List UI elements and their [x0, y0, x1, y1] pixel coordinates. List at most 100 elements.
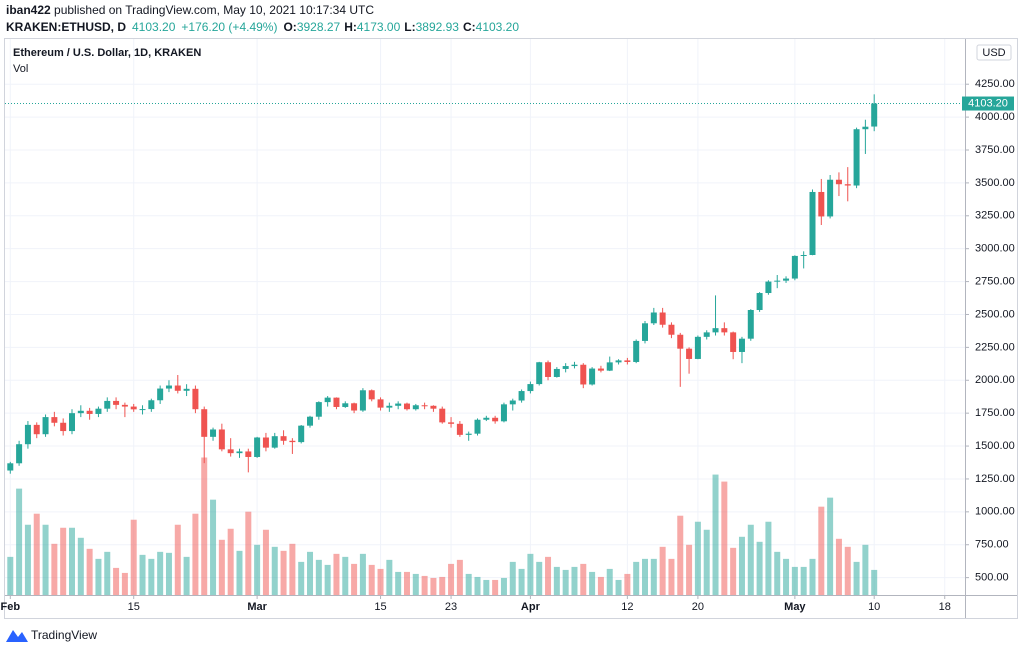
volume-bar [844, 546, 851, 595]
volume-bar [871, 569, 878, 595]
candle-body [86, 410, 93, 414]
candle-body [465, 433, 472, 435]
candle-body [553, 368, 560, 377]
volume-bar [791, 566, 798, 595]
volume-bar [130, 519, 137, 595]
volume-layer [7, 457, 878, 595]
candle-body [580, 364, 587, 385]
volume-bar [809, 558, 816, 595]
volume-bar [421, 575, 428, 595]
volume-bar [553, 566, 560, 595]
volume-bar [615, 579, 622, 595]
candle-body [703, 332, 710, 337]
volume-bar [113, 567, 120, 595]
volume-bar [69, 527, 75, 595]
ohlc-key: L: [404, 20, 415, 34]
volume-bar [403, 571, 410, 595]
volume-bar [289, 543, 296, 595]
y-tick-label: 4000.00 [975, 111, 1015, 123]
candle-body [201, 409, 208, 437]
candle-body [377, 399, 384, 408]
volume-bar [351, 563, 358, 595]
candle-body [7, 463, 14, 471]
volume-bar [721, 481, 728, 595]
volume-bar [624, 573, 631, 595]
candle-body [500, 404, 507, 422]
volume-bar [686, 544, 693, 595]
candle-body [862, 126, 869, 130]
candle-body [148, 400, 155, 410]
candle-body [430, 405, 437, 409]
candle-body [157, 388, 164, 401]
candle-body [597, 368, 604, 371]
volume-bar [307, 551, 314, 595]
volume-bar [862, 544, 869, 595]
volume-bar [333, 553, 340, 595]
chart-title: Ethereum / U.S. Dollar, 1D, KRAKEN [13, 47, 201, 59]
candle-body [289, 440, 296, 443]
author: iban422 [6, 3, 51, 17]
volume-bar [536, 561, 543, 595]
volume-bar [448, 563, 455, 595]
volume-bar [24, 524, 31, 595]
volume-bar [262, 529, 269, 595]
volume-bar [157, 551, 164, 595]
volume-bar [271, 546, 278, 595]
candle-body [668, 324, 675, 335]
volume-label: Vol [13, 63, 28, 75]
chart-frame [4, 38, 1018, 619]
volume-bar [192, 513, 199, 595]
candle-body [642, 323, 648, 341]
candle-body [774, 280, 781, 282]
volume-bar [121, 572, 128, 595]
volume-bar [139, 554, 146, 595]
candle-body [192, 388, 199, 410]
volume-bar [492, 579, 499, 595]
volume-bar [738, 536, 745, 595]
candle-body [694, 336, 701, 359]
volume-bar [730, 547, 737, 595]
ohlc-key: H: [344, 20, 357, 34]
volume-bar [633, 561, 640, 595]
x-tick-label: 15 [374, 601, 386, 613]
currency: USD [982, 47, 1005, 59]
volume-bar [694, 521, 701, 595]
volume-bar [33, 513, 40, 595]
candle-body [307, 416, 314, 426]
candle-body [236, 451, 243, 454]
y-tick-label: 2500.00 [975, 308, 1015, 320]
last-price-label: 4103.20 [968, 97, 1008, 109]
volume-bar [174, 524, 181, 595]
candle-body [227, 449, 234, 454]
x-tick-label: 20 [692, 601, 704, 613]
volume-bar [165, 552, 172, 595]
candle-body [412, 405, 419, 410]
candle-body [562, 366, 569, 369]
candle-body [518, 391, 525, 401]
volume-bar [756, 541, 763, 595]
candle-body [827, 179, 834, 217]
volume-bar [827, 497, 834, 595]
candle-body [818, 191, 825, 217]
volume-bar [51, 543, 58, 595]
candle-body [104, 400, 111, 409]
candle-body [359, 390, 366, 411]
currency-box[interactable] [976, 44, 1012, 61]
candle-body [756, 293, 763, 310]
y-tick-label: 500.00 [975, 572, 1009, 584]
candle-body [395, 403, 402, 406]
volume-bar [42, 524, 49, 595]
volume-bar [7, 556, 14, 595]
x-tick-label: Feb [1, 601, 21, 613]
y-tick-label: 3250.00 [975, 210, 1015, 222]
candle-body [130, 406, 137, 410]
axes: 500.00 750.00 1000.00 1250.00 1500.00 1750.00… [1, 78, 1015, 613]
candle-body [210, 429, 217, 437]
volume-bar [642, 558, 648, 595]
candle-body [721, 328, 728, 333]
y-tick-label: 750.00 [975, 539, 1009, 551]
volume-bar [703, 529, 710, 595]
candle-body [527, 384, 534, 392]
